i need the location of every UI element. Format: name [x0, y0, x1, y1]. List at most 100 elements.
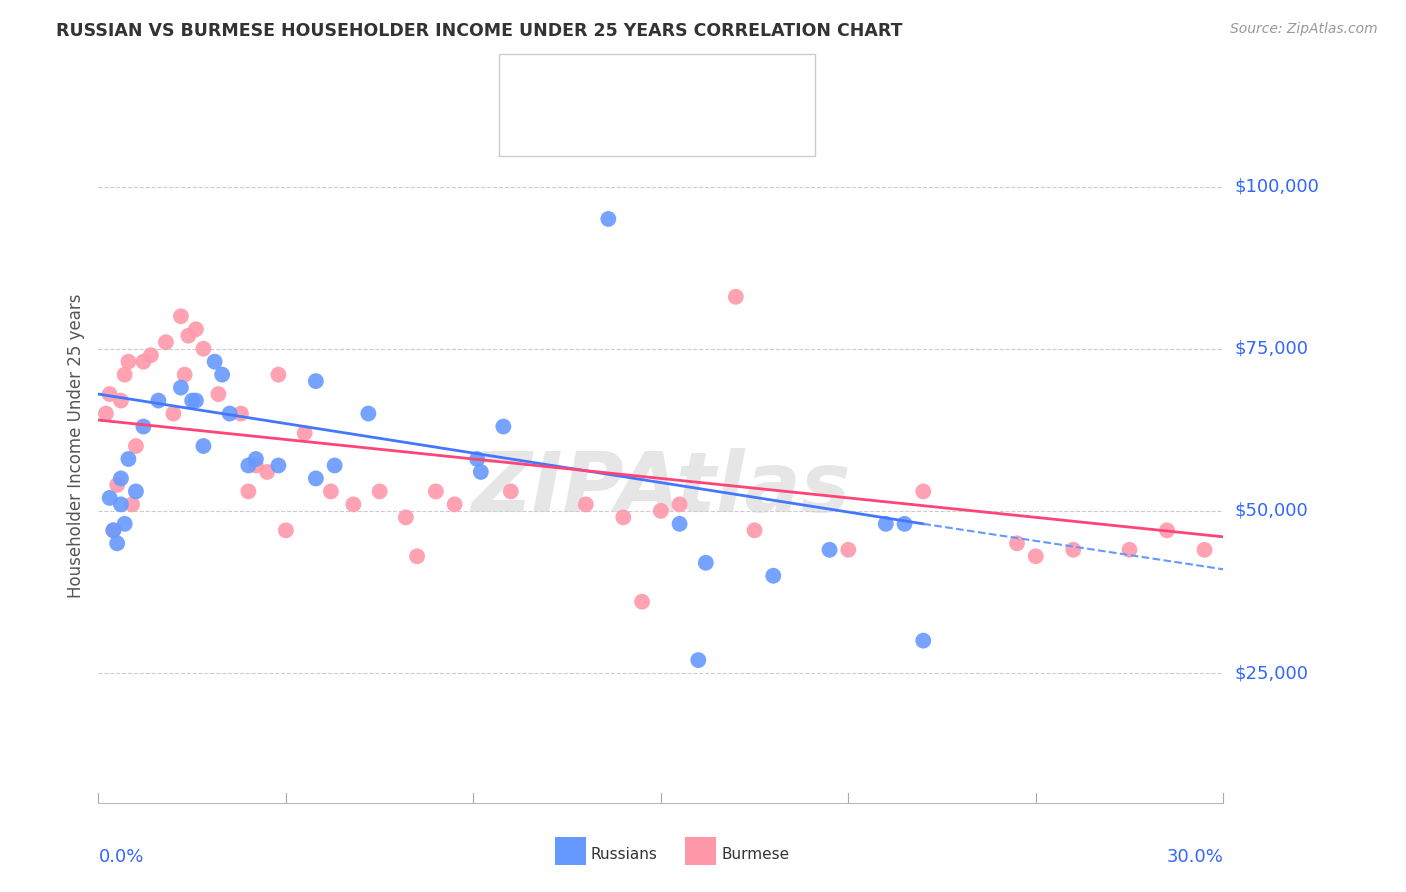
Text: Burmese: Burmese [721, 847, 789, 862]
Text: 30.0%: 30.0% [1167, 848, 1223, 866]
Point [139, 348, 162, 362]
Text: $100,000: $100,000 [1234, 178, 1319, 195]
Text: ZIPAtlas: ZIPAtlas [471, 449, 851, 529]
Point [114, 368, 136, 382]
Point [668, 497, 690, 511]
Point [1156, 524, 1178, 538]
Point [173, 368, 195, 382]
Point [294, 425, 316, 440]
Point [177, 328, 200, 343]
Point [125, 439, 148, 453]
Point [323, 458, 346, 473]
Point [110, 471, 132, 485]
Point [207, 387, 229, 401]
Point [211, 368, 233, 382]
Text: Source: ZipAtlas.com: Source: ZipAtlas.com [1230, 22, 1378, 37]
Point [267, 458, 290, 473]
Point [125, 484, 148, 499]
Point [184, 393, 207, 408]
Point [425, 484, 447, 499]
Point [267, 368, 290, 382]
Point [162, 407, 184, 421]
Text: -0.326: -0.326 [595, 80, 654, 98]
Point [103, 524, 125, 538]
Text: N =: N = [665, 127, 702, 145]
Text: 36: 36 [707, 80, 730, 98]
Text: $75,000: $75,000 [1234, 340, 1309, 358]
Text: 49: 49 [707, 127, 731, 145]
Point [170, 310, 193, 324]
Text: N =: N = [665, 80, 702, 98]
Point [598, 211, 620, 226]
Point [148, 393, 170, 408]
Point [94, 407, 117, 421]
Point [395, 510, 418, 524]
Text: RUSSIAN VS BURMESE HOUSEHOLDER INCOME UNDER 25 YEARS CORRELATION CHART: RUSSIAN VS BURMESE HOUSEHOLDER INCOME UN… [56, 22, 903, 40]
Point [238, 484, 260, 499]
Point [117, 354, 139, 368]
Point [121, 497, 143, 511]
Text: -0.269: -0.269 [595, 127, 654, 145]
Point [193, 342, 215, 356]
Point [305, 374, 328, 388]
Point [1194, 542, 1216, 557]
Y-axis label: Householder Income Under 25 years: Householder Income Under 25 years [66, 293, 84, 599]
Point [245, 452, 267, 467]
Text: $25,000: $25,000 [1234, 664, 1309, 682]
Point [229, 407, 252, 421]
Point [1025, 549, 1047, 564]
Point [181, 393, 204, 408]
Point [612, 510, 634, 524]
Text: 0.0%: 0.0% [98, 848, 143, 866]
Point [105, 478, 128, 492]
Point [912, 484, 935, 499]
Point [470, 465, 492, 479]
Point [132, 354, 155, 368]
Point [912, 633, 935, 648]
Point [238, 458, 260, 473]
Point [184, 322, 207, 336]
Point [744, 524, 766, 538]
Point [368, 484, 391, 499]
Text: $50,000: $50,000 [1234, 502, 1308, 520]
Point [443, 497, 465, 511]
Point [103, 524, 125, 538]
Point [1118, 542, 1140, 557]
Point [98, 491, 121, 505]
Point [1062, 542, 1084, 557]
Point [218, 407, 240, 421]
Point [499, 484, 522, 499]
Point [724, 290, 747, 304]
Point [105, 536, 128, 550]
Point [170, 381, 193, 395]
Point [319, 484, 342, 499]
Point [1005, 536, 1028, 550]
Point [492, 419, 515, 434]
Point [357, 407, 380, 421]
Point [695, 556, 717, 570]
Text: Russians: Russians [591, 847, 658, 862]
Point [406, 549, 429, 564]
Point [245, 458, 267, 473]
Point [274, 524, 297, 538]
Point [204, 354, 226, 368]
Point [575, 497, 598, 511]
Text: R =: R = [553, 80, 589, 98]
Point [193, 439, 215, 453]
Point [132, 419, 155, 434]
Text: R =: R = [553, 127, 589, 145]
Point [305, 471, 328, 485]
Point [631, 595, 654, 609]
Point [155, 335, 177, 350]
Point [762, 568, 785, 582]
Point [875, 516, 897, 531]
Point [342, 497, 364, 511]
Point [110, 393, 132, 408]
Point [688, 653, 710, 667]
Point [837, 542, 859, 557]
Point [650, 504, 672, 518]
Point [114, 516, 136, 531]
Point [818, 542, 841, 557]
Point [98, 387, 121, 401]
Point [465, 452, 488, 467]
